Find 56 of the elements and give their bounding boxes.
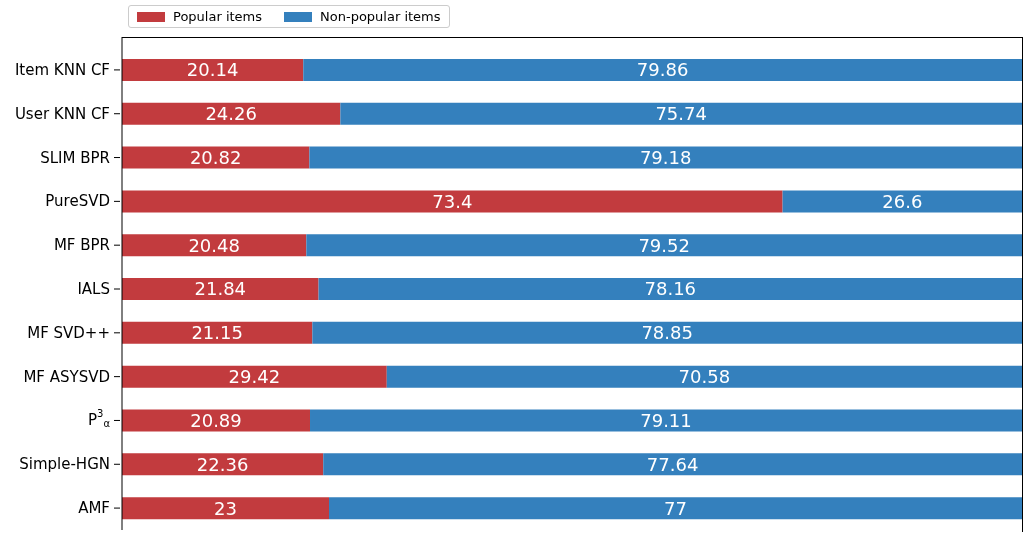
bar — [122, 453, 324, 476]
y-tick-label: MF SVD++ — [27, 323, 110, 342]
bar — [122, 409, 311, 432]
bar — [122, 321, 313, 344]
data-label: 21.15 — [191, 322, 243, 344]
y-tick-label: MF BPR — [53, 236, 110, 255]
bar — [122, 146, 310, 169]
data-label: 24.26 — [205, 103, 257, 125]
bar — [386, 365, 1022, 388]
data-label: 79.86 — [636, 59, 689, 81]
bar — [122, 365, 387, 388]
y-tick-label: PureSVD — [45, 192, 110, 211]
data-label: 20.48 — [188, 234, 240, 256]
bar — [329, 497, 1022, 520]
data-label: 79.11 — [640, 409, 692, 431]
y-tick-label: MF ASYSVD — [23, 367, 110, 386]
bar — [122, 234, 307, 257]
data-label: 20.14 — [186, 59, 239, 81]
data-label: 79.52 — [638, 234, 690, 256]
legend-label: Popular items — [172, 9, 263, 24]
data-label: 78.85 — [641, 322, 693, 344]
bar — [306, 234, 1022, 257]
data-label: 70.58 — [678, 366, 731, 388]
bar — [122, 278, 319, 301]
bar — [310, 409, 1022, 432]
y-tick-label: Simple-HGN — [19, 455, 110, 474]
data-label: 26.6 — [882, 190, 923, 212]
bar — [323, 453, 1022, 476]
y-tick-label: AMF — [78, 499, 110, 518]
data-label: 23 — [214, 497, 237, 519]
y-tick-label: User KNN CF — [14, 104, 110, 123]
bar — [122, 190, 783, 213]
y-tick-label: Item KNN CF — [14, 60, 110, 79]
bar — [309, 146, 1022, 169]
bar — [122, 58, 304, 81]
bar — [122, 497, 329, 520]
data-label: 20.82 — [189, 146, 242, 168]
data-label: 29.42 — [228, 366, 281, 388]
data-label: 78.16 — [644, 278, 697, 300]
data-label: 21.84 — [194, 278, 247, 300]
data-label: 22.36 — [196, 453, 249, 475]
bar — [122, 102, 341, 125]
data-label: 77.64 — [646, 453, 699, 475]
y-tick-label: IALS — [77, 280, 110, 298]
bar — [303, 58, 1022, 81]
data-label: 79.18 — [639, 146, 692, 168]
bar — [340, 102, 1022, 125]
data-label: 73.4 — [432, 190, 473, 212]
data-label: 20.89 — [190, 409, 242, 431]
legend-label: Non-popular items — [319, 9, 441, 24]
data-label: 75.74 — [655, 103, 707, 125]
y-tick-label: SLIM BPR — [40, 148, 110, 167]
data-label: 77 — [664, 497, 687, 519]
bar — [312, 321, 1022, 344]
bar — [318, 278, 1022, 301]
bar — [782, 190, 1022, 213]
